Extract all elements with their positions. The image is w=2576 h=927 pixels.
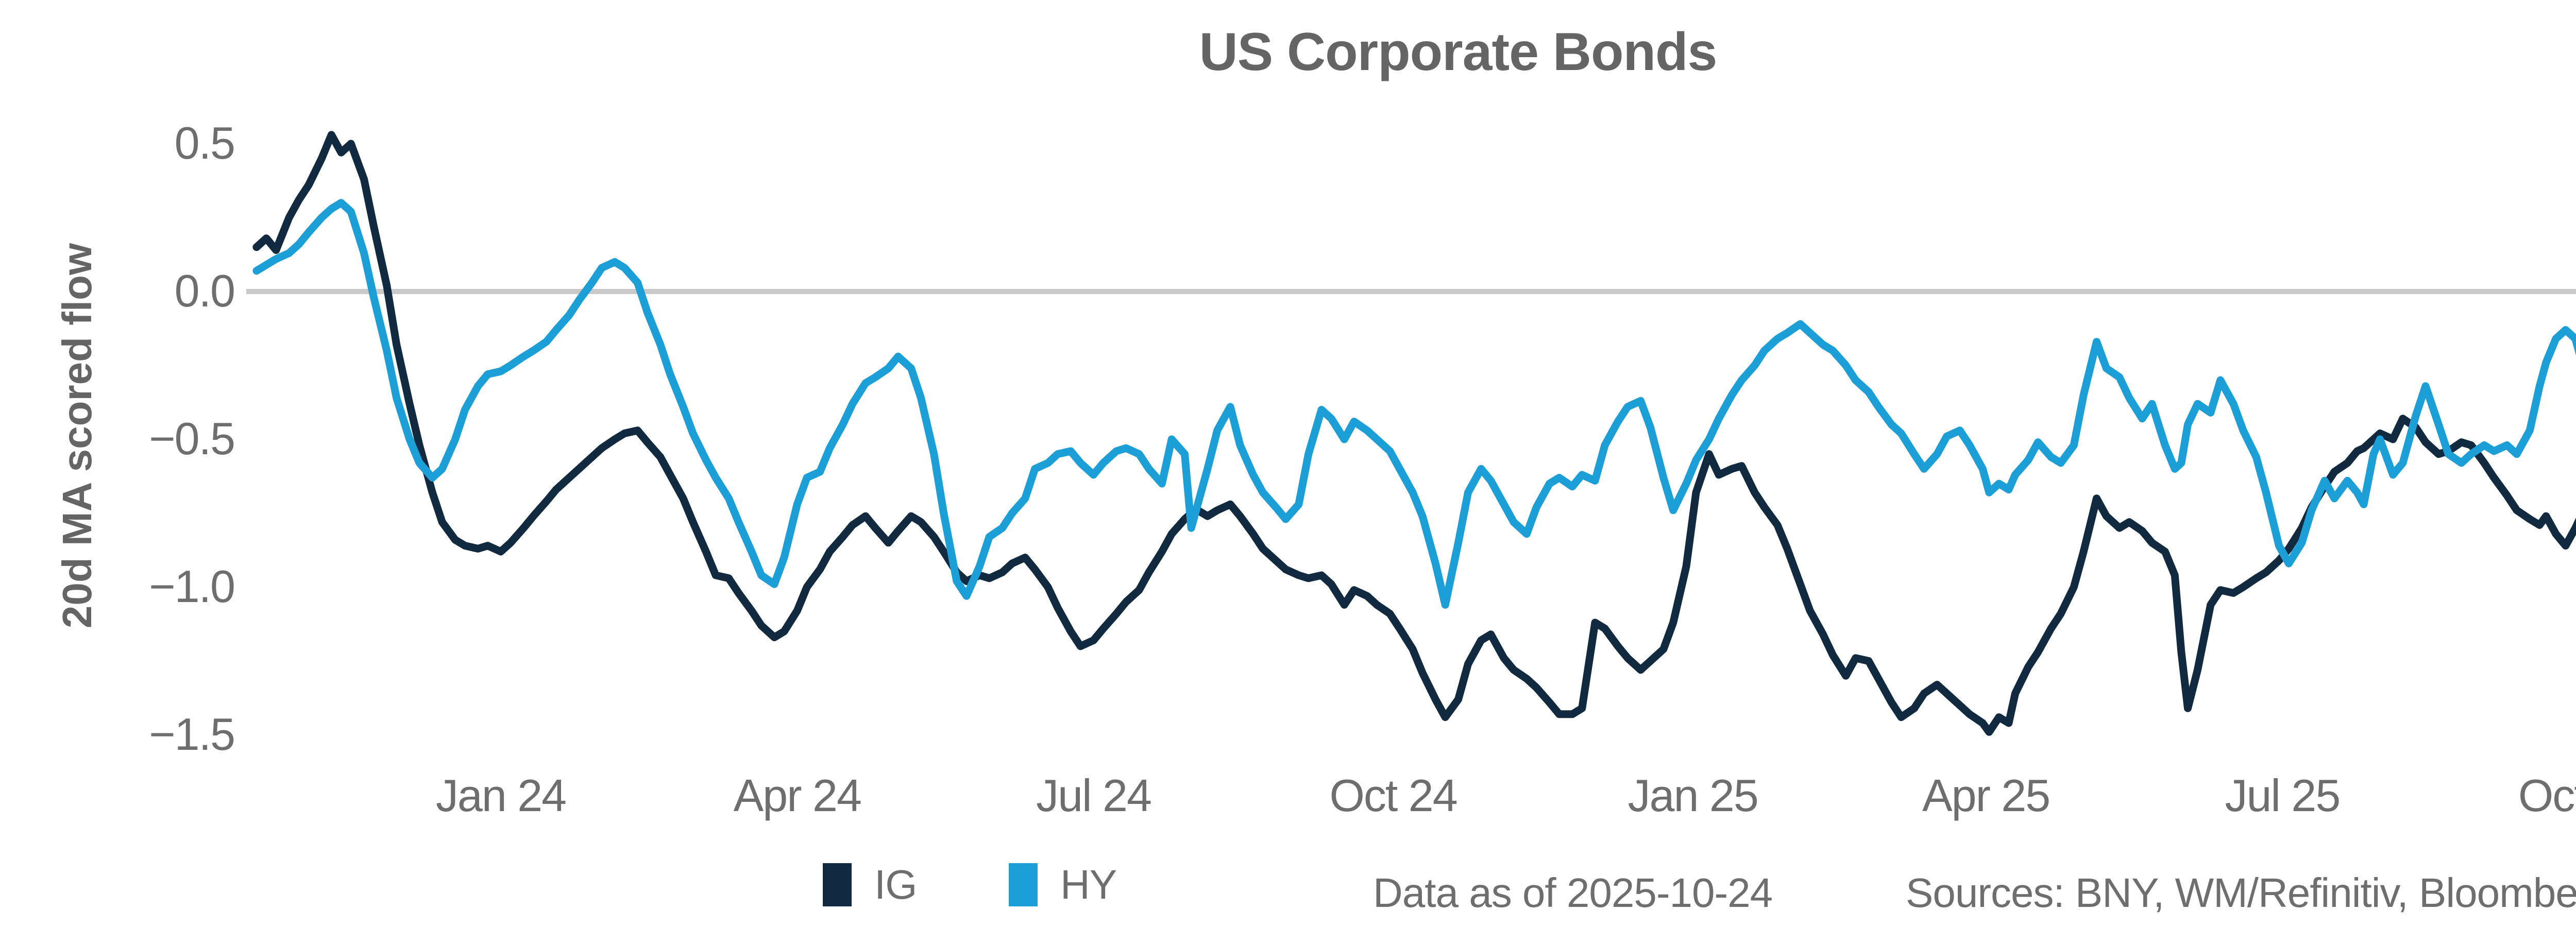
data-as-of-note: Data as of 2025-10-24 xyxy=(1373,870,1773,916)
x-tick-label: Jul 25 xyxy=(2225,770,2341,821)
hy-line xyxy=(252,199,2576,609)
x-tick-label: Jan 24 xyxy=(435,770,567,821)
legend-label-hy: HY xyxy=(1060,862,1117,907)
x-tick-label: Jul 24 xyxy=(1036,770,1152,821)
legend-item-ig: IG xyxy=(823,861,917,908)
y-tick-label: −1.0 xyxy=(149,561,235,612)
y-tick-label: −0.5 xyxy=(149,413,235,464)
ig-line xyxy=(252,131,2576,736)
x-tick-label: Oct 24 xyxy=(1329,770,1458,821)
legend-label-ig: IG xyxy=(874,862,917,907)
y-tick-label: −1.5 xyxy=(149,709,235,760)
x-tick-label: Jan 25 xyxy=(1628,770,1759,821)
y-tick-label: 0.5 xyxy=(174,117,235,168)
sources-note: Sources: BNY, WM/Refinitiv, Bloomberg xyxy=(1906,870,2576,916)
x-tick-label: Apr 24 xyxy=(733,770,862,821)
chart-title: US Corporate Bonds xyxy=(1199,22,1718,82)
ig-swatch-icon xyxy=(823,863,852,906)
hy-swatch-icon xyxy=(1009,863,1038,906)
legend-item-hy: HY xyxy=(1009,861,1117,908)
y-tick-label: 0.0 xyxy=(174,265,235,316)
x-tick-label: Oct 25 xyxy=(2518,770,2576,821)
x-tick-label: Apr 25 xyxy=(1922,770,2050,821)
